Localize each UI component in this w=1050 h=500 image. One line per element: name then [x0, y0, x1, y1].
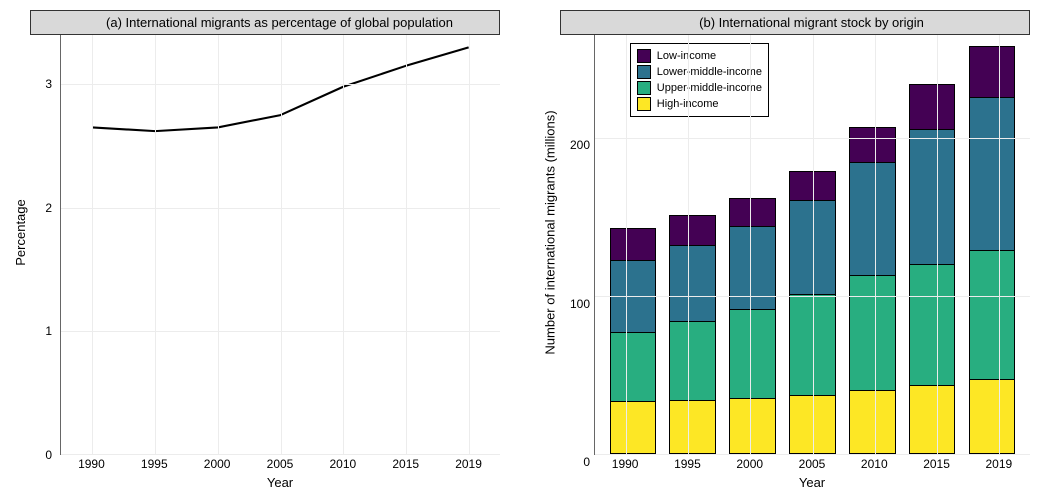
- bar-segment-low_income: [611, 229, 656, 260]
- bar-segment-low_income: [910, 85, 955, 129]
- panel-b-ytick: 200: [570, 138, 590, 152]
- bar-segment-upper_middle: [910, 264, 955, 385]
- panel-b-title: (b) International migrant stock by origi…: [594, 10, 1030, 35]
- panel-b-ytick: 0: [583, 455, 590, 469]
- legend-label: Lower-middle-income: [657, 66, 762, 78]
- panel-b-xlabel: Year: [594, 473, 1030, 490]
- bar-segment-low_income: [730, 199, 775, 226]
- panel-b-yaxis: 0100200: [560, 35, 594, 455]
- legend-label: Low-income: [657, 50, 716, 62]
- panel-a-ytick: 2: [45, 201, 52, 215]
- bar-segment-high_income: [670, 400, 715, 453]
- bar-segment-high_income: [730, 398, 775, 453]
- legend-item: Low-income: [637, 48, 762, 64]
- bar: [849, 127, 896, 454]
- panel-a-xtick: 2000: [204, 457, 231, 471]
- panel-a-xtick: 2005: [267, 457, 294, 471]
- bar-segment-upper_middle: [611, 332, 656, 401]
- bar-segment-high_income: [611, 401, 656, 453]
- panel-a-xtick: 1990: [78, 457, 105, 471]
- legend-item: Upper-middle-income: [637, 80, 762, 96]
- panel-b-xtick: 2015: [923, 457, 950, 471]
- panel-b-ylabel-wrap: Number of international migrants (millio…: [540, 10, 560, 455]
- legend-swatch: [637, 49, 651, 63]
- legend-item: High-income: [637, 96, 762, 112]
- panel-a-xlabel: Year: [60, 473, 500, 490]
- panel-a: Percentage 0 1 2 3 (a) International migran…: [10, 10, 500, 490]
- bar-segment-upper_middle: [730, 309, 775, 398]
- panel-b-xtick: 1990: [612, 457, 639, 471]
- bar-segment-high_income: [850, 390, 895, 453]
- bar: [729, 198, 776, 454]
- panel-a-strip-left: [30, 10, 60, 35]
- legend-item: Lower-middle-income: [637, 64, 762, 80]
- panel-a-ytick: 1: [45, 324, 52, 338]
- legend-swatch: [637, 65, 651, 79]
- panel-b-strip-left: [560, 10, 594, 35]
- bar: [669, 215, 716, 454]
- bar-segment-high_income: [970, 379, 1015, 453]
- bar-segment-upper_middle: [670, 321, 715, 399]
- panel-b-ylabel: Number of international migrants (millio…: [543, 110, 558, 354]
- panel-b-xtick: 2019: [985, 457, 1012, 471]
- panel-b-xtick: 2010: [861, 457, 888, 471]
- panel-b-ytick: 100: [570, 297, 590, 311]
- bar-segment-low_income: [670, 216, 715, 244]
- panel-b-xtick: 1995: [674, 457, 701, 471]
- panel-b-xtick: 2005: [799, 457, 826, 471]
- bar-segment-low_income: [970, 47, 1015, 97]
- bar-segment-upper_middle: [970, 250, 1015, 379]
- bar: [969, 46, 1016, 454]
- panel-a-ylabel-wrap: Percentage: [10, 10, 30, 455]
- panel-b-plot-area: Low-income Lower-middle-income Upper-middl…: [594, 35, 1030, 455]
- legend-swatch: [637, 97, 651, 111]
- bar: [610, 228, 657, 454]
- bar-segment-upper_middle: [850, 275, 895, 390]
- panel-b-xtick: 2000: [736, 457, 763, 471]
- bar-segment-lower_middle: [970, 97, 1015, 250]
- bar: [909, 84, 956, 454]
- panel-a-xtick: 1995: [141, 457, 168, 471]
- panel-b: Number of international migrants (millio…: [540, 10, 1030, 490]
- bar-segment-lower_middle: [670, 245, 715, 322]
- panel-a-title: (a) International migrants as percentage…: [60, 10, 500, 35]
- panel-a-xtick: 2010: [329, 457, 356, 471]
- legend-label: Upper-middle-income: [657, 82, 762, 94]
- panel-a-yaxis: 0123: [30, 35, 60, 455]
- panel-a-ylabel: Percentage: [13, 199, 28, 266]
- bar-segment-low_income: [850, 128, 895, 163]
- panel-b-xaxis: 1990 1995 2000 2005 2010 2015 2019: [594, 455, 1030, 473]
- panel-a-ytick: 3: [45, 77, 52, 91]
- panel-a-ytick: 0: [45, 448, 52, 462]
- panel-a-xtick: 2015: [392, 457, 419, 471]
- panel-a-xtick: 2019: [455, 457, 482, 471]
- bar-segment-lower_middle: [910, 129, 955, 264]
- panel-a-plot-area: [60, 35, 500, 455]
- legend-swatch: [637, 81, 651, 95]
- bar-segment-high_income: [910, 385, 955, 453]
- panel-b-legend: Low-income Lower-middle-income Upper-middl…: [630, 43, 769, 117]
- bar-segment-lower_middle: [850, 162, 895, 275]
- panel-a-xaxis: 1990 1995 2000 2005 2010 2015 2019: [60, 455, 500, 473]
